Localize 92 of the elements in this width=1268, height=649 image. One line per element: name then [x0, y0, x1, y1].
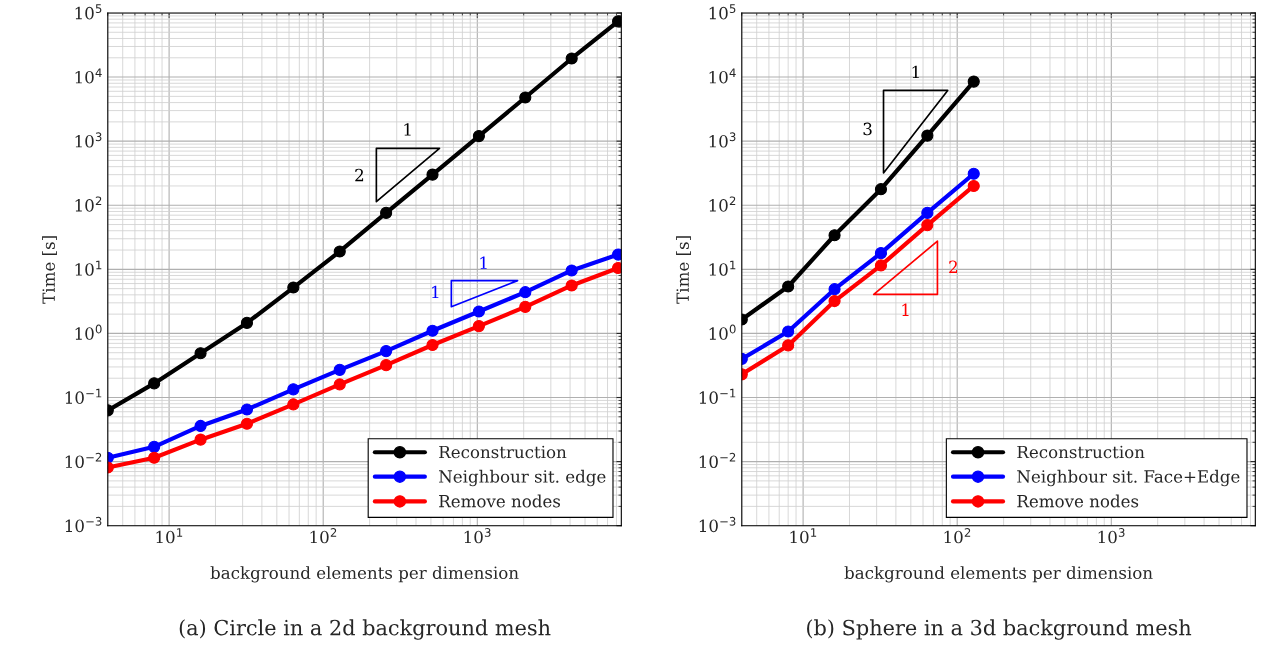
annotation: 2 [355, 168, 364, 182]
y-tick-label: 10$^{0}$ [75, 324, 102, 340]
point [874, 247, 888, 260]
point [380, 359, 393, 372]
point [921, 219, 934, 232]
point [148, 451, 161, 464]
point [333, 378, 346, 391]
point [333, 363, 346, 376]
y-tick-label: 10$^{3}$ [709, 132, 736, 148]
annotation: 1 [480, 256, 487, 269]
point [194, 347, 207, 360]
point [874, 183, 888, 196]
text: (a) Circle in a 2d background mesh [179, 619, 551, 640]
annotation: 1 [404, 123, 411, 136]
point [519, 91, 532, 104]
y-tick-label: 10$^{0}$ [709, 324, 736, 340]
point [380, 345, 393, 358]
point [611, 261, 622, 275]
point [380, 206, 393, 219]
y-tick-label: 10$^{5}$ [709, 4, 736, 20]
point [240, 417, 254, 430]
point [921, 206, 934, 219]
legend-label: Neighbour sit. edge [439, 469, 606, 487]
x-tick-label: 10$^{2}$ [310, 528, 337, 544]
annotation: 1 [432, 285, 439, 299]
point [565, 264, 578, 277]
y-tick-label: 10$^{−3}$ [699, 516, 736, 533]
point [194, 419, 207, 433]
legend-label: Reconstruction [439, 445, 567, 459]
point [828, 229, 841, 242]
legend-label: Reconstruction [1017, 445, 1145, 459]
text: (b) Sphere in a 3d background mesh [807, 619, 1192, 640]
y-tick-label: 10$^{2}$ [75, 196, 102, 212]
point [148, 440, 161, 453]
x-axis-title: background elements per dimension [210, 566, 519, 583]
y-tick-label: 10$^{3}$ [75, 132, 102, 148]
x-axis-title: background elements per dimension [844, 566, 1153, 583]
y-tick-label: 10$^{5}$ [75, 4, 102, 20]
point [828, 283, 841, 296]
point [611, 15, 622, 28]
point [565, 52, 578, 65]
legend-label: Neighbour sit. Face+Edge [1017, 469, 1240, 487]
point [194, 433, 207, 446]
point [519, 286, 532, 299]
y-tick-label: 10$^{1}$ [75, 260, 102, 276]
x-tick-label: 10$^{3}$ [1098, 528, 1125, 544]
point [611, 248, 622, 261]
x-tick-label: 10$^{1}$ [156, 528, 183, 544]
point [519, 300, 532, 313]
y-axis-title: Time [s] [42, 236, 57, 304]
point [287, 281, 300, 294]
point [874, 259, 888, 272]
point [472, 305, 485, 318]
point [828, 294, 841, 308]
point [472, 320, 485, 333]
x-tick-label: 10$^{2}$ [944, 528, 971, 544]
point [287, 398, 300, 411]
point [565, 279, 578, 292]
point [782, 339, 795, 352]
y-tick-label: 10$^{−2}$ [699, 452, 736, 469]
x-tick-label: 10$^{1}$ [790, 528, 817, 544]
y-tick-label: 10$^{2}$ [709, 196, 736, 212]
y-tick-label: 10$^{4}$ [75, 68, 102, 84]
y-tick-label: 10$^{1}$ [709, 260, 736, 276]
legend-label: Remove nodes [1017, 494, 1139, 508]
point [782, 280, 795, 293]
annotation: 3 [863, 122, 872, 136]
y-tick-label: 10$^{−1}$ [65, 388, 102, 404]
point [426, 324, 439, 337]
y-tick-label: 10$^{4}$ [709, 68, 736, 84]
y-tick-label: 10$^{−1}$ [699, 388, 736, 404]
point [333, 245, 346, 258]
point [426, 168, 439, 181]
point [967, 167, 980, 180]
point [287, 383, 300, 396]
annotation: 2 [949, 260, 958, 273]
point [240, 403, 254, 416]
y-axis-title: Time [s] [676, 236, 691, 304]
x-tick-label: 10$^{3}$ [464, 528, 491, 544]
y-tick-label: 10$^{−2}$ [65, 452, 102, 469]
legend-label: Remove nodes [439, 494, 561, 508]
annotation: 1 [902, 303, 909, 316]
point [240, 316, 254, 329]
annotation: 1 [912, 65, 919, 79]
point [921, 129, 934, 142]
point [967, 75, 980, 88]
y-tick-label: 10$^{−3}$ [65, 516, 102, 533]
point [782, 325, 795, 338]
point [426, 338, 439, 352]
point [472, 130, 485, 143]
point [148, 377, 161, 390]
point [967, 179, 980, 193]
